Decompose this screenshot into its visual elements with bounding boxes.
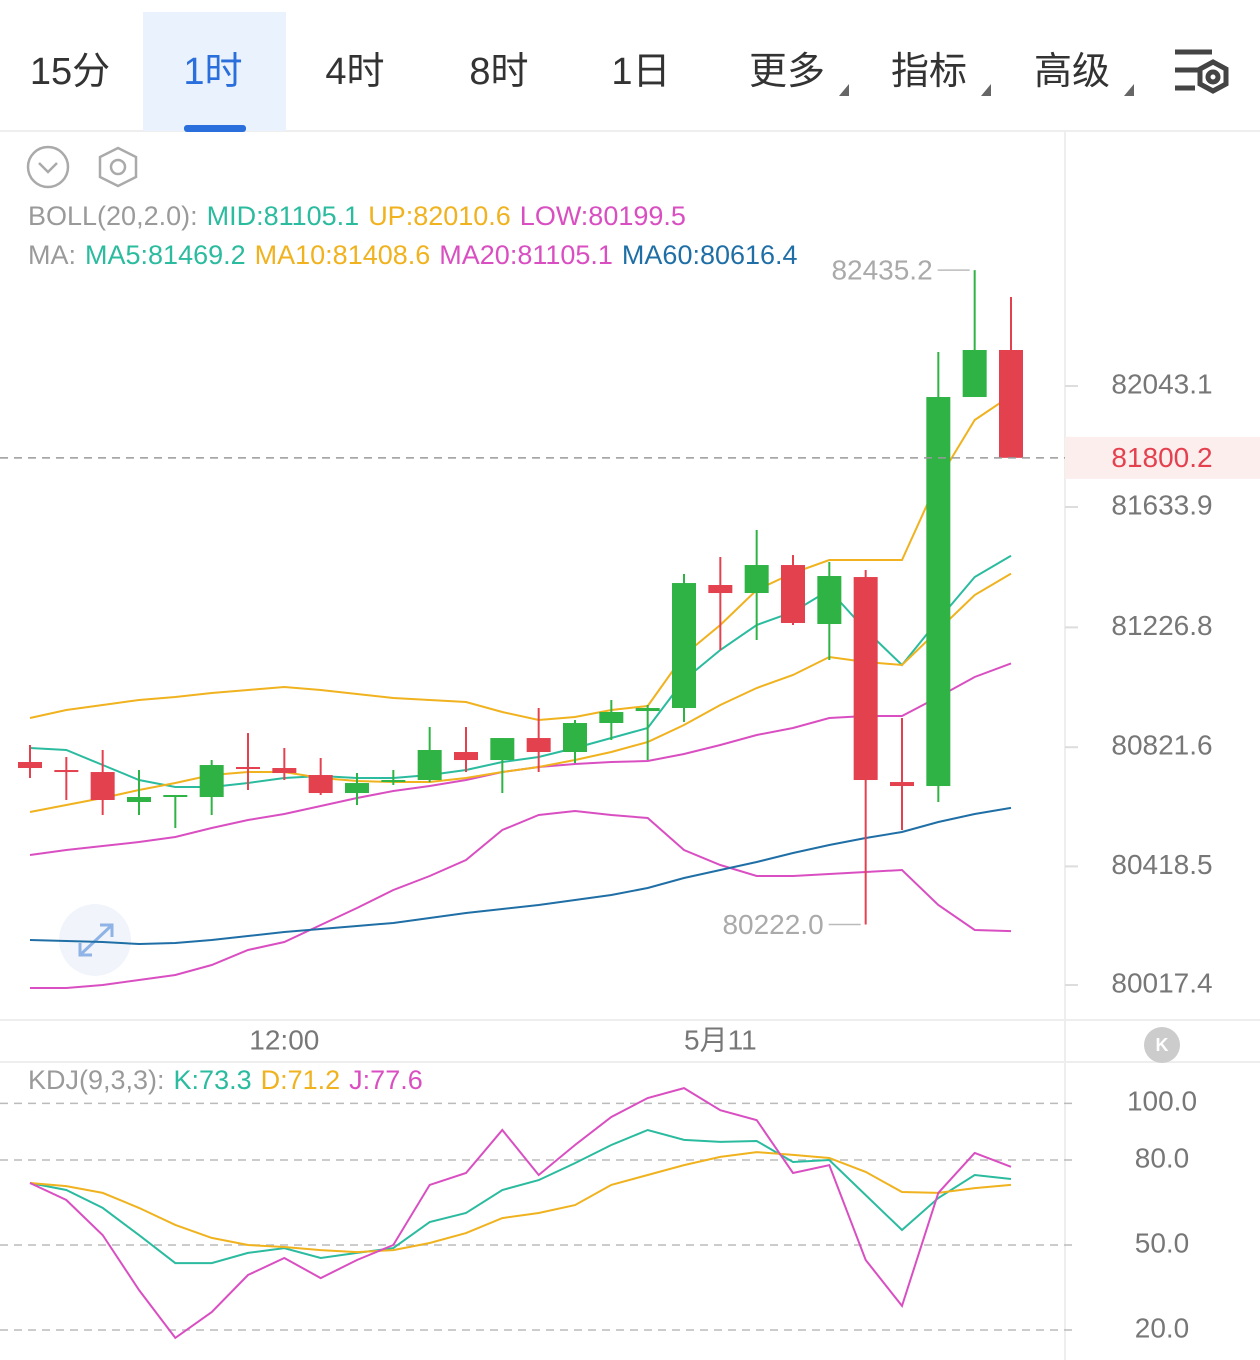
- candle-body: [345, 783, 369, 794]
- candle-body: [18, 762, 42, 769]
- indicator-line: [30, 809, 1012, 989]
- y-tick-label: 80418.5: [1111, 849, 1212, 880]
- x-tick-label: 5月11: [684, 1024, 757, 1055]
- candle-body: [890, 782, 914, 787]
- k-icon[interactable]: K: [1144, 1027, 1180, 1063]
- candle-body: [744, 565, 769, 594]
- tab-underline: [184, 125, 246, 132]
- x-tick-label: 12:00: [249, 1024, 319, 1055]
- y-tick-label: 20.0: [1135, 1312, 1190, 1343]
- candle-body: [962, 349, 987, 398]
- collapse-icon[interactable]: [26, 145, 70, 189]
- dropdown-arrow: [1124, 84, 1134, 96]
- legend: BOLL(20,2.0): MID:81105.1 UP:82010.6 LOW:80…: [28, 201, 686, 231]
- legend-item: J:77.6: [349, 1065, 423, 1095]
- y-tick-label: 80017.4: [1111, 967, 1212, 998]
- y-tick-label: 81226.8: [1111, 610, 1212, 641]
- legend: KDJ(9,3,3): K:73.3 D:71.2 J:77.6: [28, 1065, 423, 1095]
- candle-body: [599, 712, 624, 724]
- candle-body: [490, 738, 515, 761]
- candle-body: [454, 752, 478, 761]
- legend-item: LOW:80199.5: [520, 201, 686, 231]
- legend: MA: MA5:81469.2 MA10:81408.6 MA20:81105.1 MA…: [28, 240, 798, 270]
- y-tick-label: 82043.1: [1111, 368, 1212, 399]
- tab[interactable]: 15分: [30, 51, 110, 93]
- settings-icon[interactable]: [1175, 49, 1229, 94]
- tab-highlight: [143, 12, 286, 131]
- kdj-line: [29, 1087, 1012, 1340]
- indicator-line: [29, 394, 1012, 722]
- kdj-line: [29, 1128, 1012, 1265]
- tab[interactable]: 指标: [891, 51, 967, 93]
- tab[interactable]: 高级: [1034, 51, 1110, 93]
- legend-item: MA5:81469.2: [85, 240, 246, 270]
- candle-body: [417, 750, 442, 781]
- legend-item: BOLL(20,2.0):: [28, 201, 198, 231]
- legend-item: MA:: [28, 240, 76, 270]
- candle-body: [708, 585, 733, 594]
- y-tick-label: 50.0: [1135, 1227, 1190, 1258]
- legend-item: MA10:81408.6: [255, 240, 431, 270]
- expand-icon[interactable]: [59, 904, 131, 976]
- candle-body: [127, 797, 151, 803]
- candle-body: [90, 772, 115, 801]
- kdj-line: [29, 1151, 1012, 1254]
- legend-item: MA60:80616.4: [622, 240, 798, 270]
- tab[interactable]: 更多: [749, 51, 825, 93]
- gear-icon[interactable]: [98, 146, 138, 188]
- y-tick-label: 81633.9: [1111, 489, 1212, 520]
- tab[interactable]: 8时: [469, 51, 528, 93]
- legend-item: MA20:81105.1: [439, 240, 613, 270]
- max-marker-label: 82435.2: [831, 254, 932, 285]
- legend-item: UP:82010.6: [368, 201, 511, 231]
- legend-item: MID:81105.1: [207, 201, 360, 231]
- y-tick-label: 80.0: [1135, 1142, 1190, 1173]
- dropdown-arrow: [981, 84, 991, 96]
- dropdown-arrow: [839, 84, 849, 96]
- candle-body: [563, 723, 587, 753]
- candle-body: [236, 767, 260, 770]
- candle-body: [54, 770, 79, 773]
- y-tick-label: 100.0: [1127, 1086, 1197, 1117]
- min-marker-label: 80222.0: [722, 909, 823, 940]
- legend-item: K:73.3: [174, 1065, 252, 1095]
- last-price-box: [1065, 436, 1260, 479]
- legend-item: D:71.2: [261, 1065, 341, 1095]
- tab[interactable]: 4时: [325, 51, 384, 93]
- candle-body: [199, 765, 224, 798]
- indicator-line: [29, 554, 1012, 788]
- candle-body: [817, 576, 842, 625]
- indicator-line: [29, 806, 1012, 946]
- svg-text:K: K: [1156, 1035, 1169, 1055]
- tab[interactable]: 1日: [611, 51, 670, 93]
- candle-body: [526, 738, 551, 753]
- candle-body: [308, 775, 333, 794]
- y-tick-label: 80821.6: [1111, 730, 1212, 761]
- candle-body: [999, 349, 1023, 458]
- candle-body: [853, 577, 878, 781]
- indicator-line: [29, 572, 1012, 813]
- candle-body: [672, 583, 696, 709]
- candle-body: [163, 795, 188, 798]
- candle-body: [926, 397, 951, 787]
- candle-body: [635, 708, 660, 712]
- candle-body: [381, 780, 406, 783]
- last-price-label: 81800.2: [1111, 442, 1212, 473]
- legend-item: KDJ(9,3,3):: [28, 1065, 165, 1095]
- tab[interactable]: 1时: [183, 51, 242, 93]
- candle-body: [781, 565, 805, 624]
- candle-body: [272, 768, 297, 774]
